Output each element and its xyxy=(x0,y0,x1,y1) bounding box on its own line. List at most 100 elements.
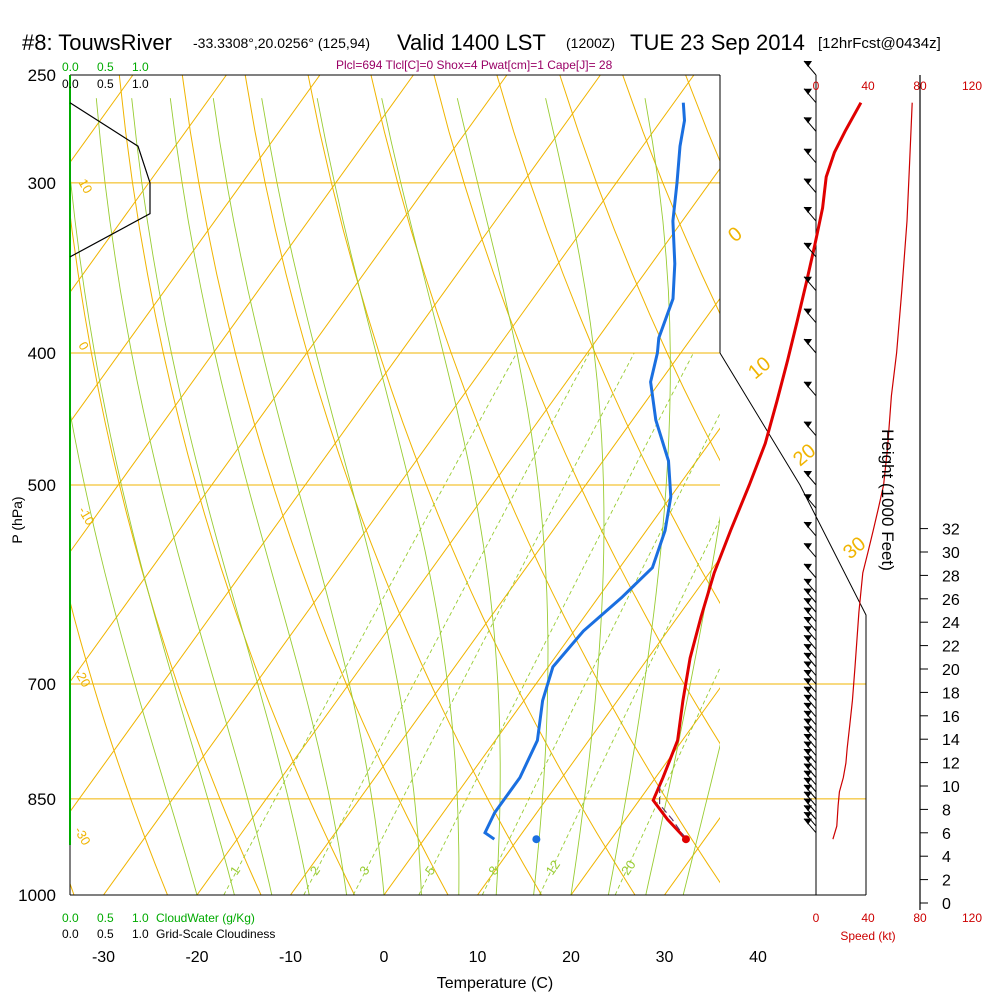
wind-barb xyxy=(803,652,817,668)
height-tick-label: 22 xyxy=(942,639,960,656)
cloudwater-axis-title: CloudWater (g/Kg) xyxy=(156,911,255,925)
barb-flag xyxy=(804,421,812,428)
dry-adiabat-label: 0 xyxy=(724,223,747,247)
wind-barb xyxy=(803,60,817,76)
moist-adiabat xyxy=(212,98,385,895)
dry-adiabat-label: 10 xyxy=(744,353,775,384)
wind-speed-kt-line xyxy=(832,102,913,840)
speed-tick-bottom: 80 xyxy=(913,911,927,925)
x-tick-label: -10 xyxy=(279,949,302,966)
wind-barb xyxy=(803,748,817,764)
wind-barb xyxy=(803,493,817,509)
y-tick-label: 1000 xyxy=(18,886,56,905)
wind-barb xyxy=(803,521,817,537)
wind-barb xyxy=(803,756,817,771)
cloudwater-bottom-tick: 0.5 xyxy=(97,911,114,925)
speed-tick-top: 40 xyxy=(861,79,875,93)
y-tick-label: 700 xyxy=(28,675,56,694)
barb-flag xyxy=(804,61,812,67)
mixing-ratio-label: 5 xyxy=(422,863,438,878)
sounding-profiles xyxy=(69,101,913,844)
x-axis-title: Temperature (C) xyxy=(437,975,553,992)
stability-params: Plcl=694 Tlcl[C]=0 Shox=4 Pwat[cm]=1 Cap… xyxy=(336,58,613,72)
parcelline xyxy=(658,784,687,840)
wind-barb xyxy=(803,678,817,693)
wind-barb xyxy=(803,597,817,613)
station-coords: -33.3308°,20.0256° (125,94) xyxy=(193,35,370,51)
height-tick-label: 0 xyxy=(942,896,951,913)
barb-flag xyxy=(804,563,812,570)
wind-barb xyxy=(803,588,817,603)
dry-adiabat-label: -10 xyxy=(75,504,97,528)
moist-adiabat xyxy=(261,98,422,895)
barb-flag xyxy=(804,607,812,614)
wind-barbs xyxy=(803,60,817,834)
mixing-ratio-label: 12 xyxy=(543,857,564,877)
barb-flag xyxy=(804,578,812,585)
isotherm-line xyxy=(70,75,321,423)
barb-flag xyxy=(804,381,812,388)
barb-flag xyxy=(804,521,812,528)
wind-barb xyxy=(803,726,817,741)
barb-flag xyxy=(804,812,812,819)
cloudwater-top-tick: 0.5 xyxy=(97,60,114,74)
wind-barb xyxy=(803,661,817,676)
barb-flag xyxy=(804,644,812,651)
wind-barb xyxy=(803,542,817,558)
wind-barb xyxy=(803,818,817,834)
moist-adiabat xyxy=(131,98,310,895)
dry-adiabat xyxy=(559,75,720,462)
height-tick-label: 10 xyxy=(942,779,960,796)
height-tick-label: 32 xyxy=(942,522,960,539)
mixing-ratio-line xyxy=(481,412,720,895)
speed-tick-top: 0 xyxy=(813,79,820,93)
plot-frame xyxy=(69,74,921,910)
wind-barb xyxy=(803,763,817,778)
barb-flag xyxy=(804,117,812,124)
x-tick-label: 30 xyxy=(656,949,674,966)
height-tick-label: 24 xyxy=(942,615,960,632)
y-tick-label: 400 xyxy=(28,344,56,363)
mixing-ratio-line xyxy=(614,666,720,895)
cloudiness-bottom-tick: 0.0 xyxy=(62,927,79,941)
dry-adiabat xyxy=(370,75,720,884)
height-tick-label: 4 xyxy=(942,849,951,866)
x-tick-label: 40 xyxy=(749,949,767,966)
mixing-ratio-label: 2 xyxy=(307,863,323,878)
barb-flag xyxy=(804,770,812,777)
wind-barb xyxy=(803,643,817,659)
wind-barb xyxy=(803,625,817,641)
wind-barb xyxy=(803,421,817,437)
barb-flag xyxy=(804,598,812,605)
barb-flag xyxy=(804,242,812,249)
speed-tick-bottom: 120 xyxy=(962,911,982,925)
x-tick-label: 0 xyxy=(380,949,389,966)
forecast-info: [12hrFcst@0434z] xyxy=(818,35,941,52)
barb-flag xyxy=(804,588,812,595)
barb-flag xyxy=(804,494,812,501)
height-tick-label: 8 xyxy=(942,802,951,819)
barb-flag xyxy=(804,148,812,155)
mixing-ratio-label: 20 xyxy=(618,857,639,877)
barb-flag xyxy=(804,178,812,185)
wind-barb xyxy=(803,710,817,726)
wind-barb xyxy=(803,276,817,292)
speed-tick-top: 80 xyxy=(913,79,927,93)
wind-panel-edge xyxy=(719,352,867,895)
barb-flag xyxy=(804,741,812,748)
barb-flag xyxy=(804,308,812,315)
barb-flag xyxy=(804,626,812,633)
dry-adiabat xyxy=(244,75,542,895)
mixing-ratio-label: 3 xyxy=(356,863,372,878)
wind-barb xyxy=(803,741,817,756)
valid-date: TUE 23 Sep 2014 xyxy=(630,30,805,55)
surface-dewpoint-marker xyxy=(532,835,541,844)
cloudwater-bottom-tick: 0.0 xyxy=(62,911,79,925)
wind-barb xyxy=(803,702,817,718)
y-tick-label: 500 xyxy=(28,476,56,495)
y-tick-label: 250 xyxy=(28,66,56,85)
speed-tick-bottom: 40 xyxy=(861,911,875,925)
x-tick-label: 10 xyxy=(469,949,487,966)
